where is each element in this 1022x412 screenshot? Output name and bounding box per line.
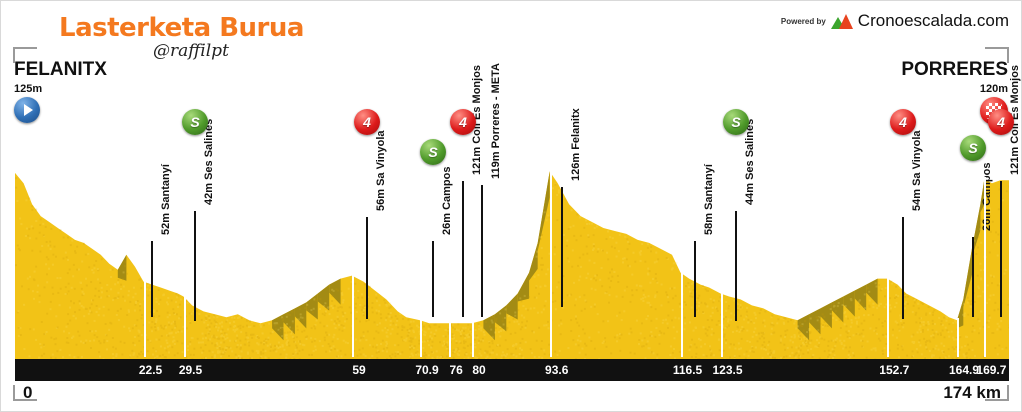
poi-stem <box>366 217 368 319</box>
poi-label: 126m Felanitx <box>570 108 582 181</box>
poi-marker-coll-es-monjos-1[interactable]: 121m Coll Es Monjos 4 <box>450 1 483 361</box>
poi-marker-santanyi-1[interactable]: 52m Santanyí <box>151 1 172 361</box>
author-handle: @raffilpt <box>153 41 229 61</box>
axis-tick-label: 152.7 <box>879 363 910 377</box>
axis-tick-label: 169.7 <box>976 363 1007 377</box>
frame-corner-top-right <box>985 47 1009 63</box>
axis-tick-label: 59 <box>352 363 366 377</box>
brand-name: Cronoescalada.com <box>857 11 1009 30</box>
distance-start-label: 0 <box>23 383 33 402</box>
poi-marker-coll-es-monjos-2[interactable]: 121m Coll Es Monjos 4 <box>988 1 1021 361</box>
poi-stem <box>151 241 153 317</box>
page-title: Lasterketa Burua <box>59 13 304 43</box>
axis-tick-label: 22.5 <box>138 363 163 377</box>
gridline <box>680 270 683 357</box>
frame-corner-top-left <box>13 47 37 63</box>
poi-marker-campos-2[interactable]: 26m Campos S <box>960 1 993 361</box>
gridline <box>549 169 552 357</box>
poi-marker-felanitx-mid[interactable]: 126m Felanitx <box>561 1 582 361</box>
poi-label: 26m Campos <box>441 166 453 235</box>
poi-marker-sa-vinyola-1[interactable]: 56m Sa Vinyola 4 <box>354 1 387 361</box>
gridline <box>720 291 723 357</box>
category-4-badge-icon[interactable]: 4 <box>450 109 476 135</box>
mountain-logo-icon <box>830 13 853 29</box>
gridline <box>183 294 186 357</box>
axis-tick-label: 93.6 <box>545 363 569 377</box>
start-altitude-label: 125m <box>14 83 43 95</box>
poi-label: 44m Ses Salines <box>744 118 756 205</box>
category-4-badge-icon[interactable]: 4 <box>890 109 916 135</box>
brand-credit: Powered by Cronoescalada.com <box>781 11 1009 31</box>
poi-label: 56m Sa Vinyola <box>375 130 387 211</box>
finish-altitude-label: 120m <box>979 83 1008 95</box>
frame-corner-bottom-left <box>13 385 37 401</box>
axis-tick-label: 76 <box>449 363 463 377</box>
category-4-badge-icon[interactable]: 4 <box>354 109 380 135</box>
axis-tick-label: 70.9 <box>415 363 439 377</box>
finish-city-label: PORRERES <box>901 59 1008 80</box>
powered-by-label: Powered by <box>780 16 826 26</box>
gridline <box>887 276 890 357</box>
poi-stem <box>694 241 696 317</box>
sprint-badge-icon[interactable]: S <box>723 109 749 135</box>
frame-corner-bottom-right <box>985 385 1009 401</box>
poi-stem <box>194 211 196 321</box>
poi-label: 119m Porreres - META <box>490 63 502 179</box>
poi-stem <box>561 187 563 307</box>
distance-axis-bar: 22.5 29.5 59 70.9 76 80 93.6 116.5 123.5 152.7 164… <box>15 359 1009 381</box>
poi-marker-porreres-meta-1[interactable]: 119m Porreres - META <box>481 1 502 361</box>
poi-stem <box>1000 181 1002 317</box>
play-icon <box>14 97 40 123</box>
sprint-badge-icon[interactable]: S <box>420 139 446 165</box>
poi-marker-santanyi-2[interactable]: 58m Santanyí <box>694 1 715 361</box>
elevation-terrain <box>15 171 1009 359</box>
poi-stem <box>972 237 974 317</box>
poi-stem <box>735 211 737 321</box>
poi-stem <box>481 185 483 317</box>
gridline <box>352 273 355 357</box>
category-4-badge-icon[interactable]: 4 <box>988 109 1014 135</box>
poi-stem <box>432 241 434 317</box>
axis-tick-label: 29.5 <box>178 363 203 377</box>
axis-tick-label: 164.9 <box>948 363 980 377</box>
gridline <box>143 279 146 357</box>
axis-tick-label: 123.5 <box>712 363 743 377</box>
poi-label: 42m Ses Salines <box>203 118 215 205</box>
gridline <box>957 318 959 357</box>
poi-label: 54m Sa Vinyola <box>911 130 923 211</box>
poi-label: 52m Santanyí <box>160 164 172 235</box>
gridline <box>449 321 452 357</box>
sprint-badge-icon[interactable]: S <box>182 109 208 135</box>
sprint-badge-icon[interactable]: S <box>960 135 986 161</box>
poi-marker-ses-salines-2[interactable]: 44m Ses Salines S <box>723 1 756 361</box>
poi-marker-sa-vinyola-2[interactable]: 54m Sa Vinyola 4 <box>890 1 923 361</box>
start-city-label: FELANITX <box>14 59 107 80</box>
distance-total-label: 174 km <box>943 383 1001 402</box>
gridline <box>472 321 474 357</box>
elevation-plot-area <box>15 47 1009 385</box>
poi-stem <box>902 217 904 319</box>
poi-label: 26m Campos <box>981 162 993 231</box>
axis-tick-label: 80 <box>472 363 486 377</box>
gridline <box>984 176 987 357</box>
axis-tick-label: 116.5 <box>672 363 703 377</box>
poi-label: 58m Santanyí <box>703 164 715 235</box>
poi-stem <box>462 181 464 317</box>
poi-marker-ses-salines-1[interactable]: 42m Ses Salines S <box>182 1 215 361</box>
gridline <box>420 318 423 357</box>
poi-marker-campos-1[interactable]: 26m Campos S <box>420 1 453 361</box>
